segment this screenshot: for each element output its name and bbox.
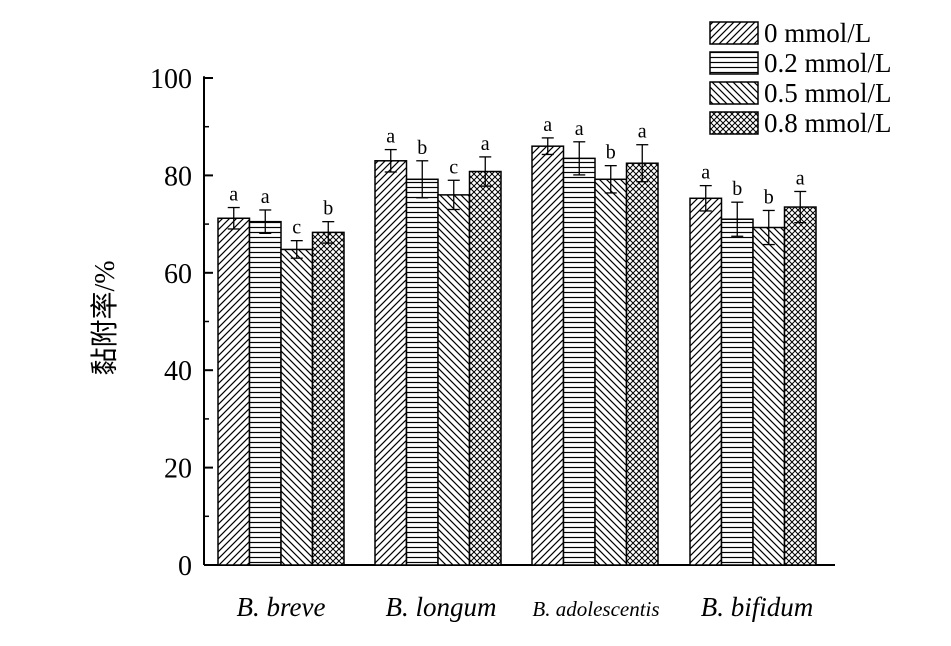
bar xyxy=(468,170,502,566)
significance-label: a xyxy=(261,186,270,208)
significance-label: a xyxy=(575,118,584,140)
category-labels: B. breve B. longum B. adolescentis B. bifid… xyxy=(237,592,814,622)
legend-label: 0.8 mmol/L xyxy=(764,108,892,138)
y-tick-label: 0 xyxy=(178,551,192,582)
significance-label: a xyxy=(229,184,238,206)
bar xyxy=(531,145,565,566)
x-tick-label: B. breve xyxy=(237,592,326,622)
legend-swatch xyxy=(709,51,759,75)
y-tick-label: 100 xyxy=(150,64,192,95)
significance-label: a xyxy=(638,121,647,143)
significance-label: c xyxy=(449,156,458,178)
bar xyxy=(783,206,817,566)
bar xyxy=(625,162,659,566)
bar xyxy=(437,194,471,566)
y-axis-title: 黏附率/% xyxy=(89,260,121,375)
legend: 0 mmol/L0.2 mmol/L0.5 mmol/L0.8 mmol/L xyxy=(709,18,892,138)
significance-label: b xyxy=(606,142,616,164)
bar xyxy=(405,178,439,566)
significance-label: a xyxy=(796,167,805,189)
bar xyxy=(374,160,408,566)
bar xyxy=(594,178,628,566)
bar xyxy=(752,226,786,566)
significance-label: b xyxy=(732,178,742,200)
significance-label: a xyxy=(386,126,395,148)
y-tick-label: 20 xyxy=(164,454,192,485)
significance-label: b xyxy=(323,198,333,220)
legend-swatch xyxy=(709,21,759,45)
x-tick-label: B. bifidum xyxy=(701,592,814,622)
bar xyxy=(689,197,723,566)
significance-label: a xyxy=(543,114,552,136)
bar xyxy=(280,248,314,566)
bar xyxy=(217,217,251,566)
legend-swatch xyxy=(709,111,759,135)
x-tick-label: B. adolescentis xyxy=(532,597,659,621)
y-tick-label: 40 xyxy=(164,356,192,387)
y-tick-label: 80 xyxy=(164,161,192,192)
significance-label: b xyxy=(764,186,774,208)
legend-label: 0 mmol/L xyxy=(764,18,871,48)
significance-label: a xyxy=(481,133,490,155)
legend-label: 0.5 mmol/L xyxy=(764,78,892,108)
y-axis: 0 20 40 60 80 100 xyxy=(150,64,213,582)
x-tick-label: B. longum xyxy=(386,592,497,622)
significance-label: b xyxy=(417,137,427,159)
bar xyxy=(720,218,754,566)
bar xyxy=(311,231,345,566)
legend-swatch xyxy=(709,81,759,105)
bar xyxy=(248,220,282,566)
significance-label: c xyxy=(292,217,301,239)
significance-label: a xyxy=(701,162,710,184)
y-tick-label: 60 xyxy=(164,259,192,290)
bar xyxy=(562,157,596,566)
legend-label: 0.2 mmol/L xyxy=(764,48,892,78)
